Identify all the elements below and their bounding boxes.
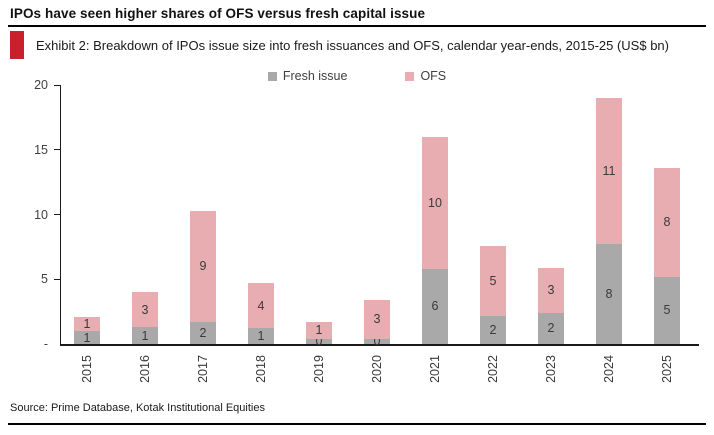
x-axis-category-label: 2021 — [428, 355, 442, 383]
bar-value-label: 1 — [141, 328, 149, 343]
exhibit-caption-row: Exhibit 2: Breakdown of IPOs issue size … — [10, 31, 669, 59]
ofs-bar-segment — [422, 136, 448, 269]
bar-value-label: 1 — [83, 330, 91, 345]
ofs-bar-segment — [364, 299, 390, 339]
ofs-bar-segment — [596, 97, 622, 245]
bar-value-label: 6 — [431, 299, 439, 314]
exhibit-caption: Exhibit 2: Breakdown of IPOs issue size … — [36, 37, 669, 53]
x-axis-category-label: 2022 — [486, 355, 500, 383]
bar-value-label: 1 — [83, 316, 91, 331]
fresh-issue-bar-segment — [596, 244, 622, 344]
bar-value-label: 9 — [199, 259, 207, 274]
legend-item-ofs: OFS — [405, 69, 446, 83]
legend-label-ofs: OFS — [420, 69, 447, 83]
x-axis-category-label: 2016 — [138, 355, 152, 383]
exhibit-red-marker — [10, 31, 24, 59]
bar-value-label: 8 — [605, 287, 613, 302]
page-title: IPOs have seen higher shares of OFS vers… — [10, 6, 426, 21]
fresh-issue-bar-segment — [422, 268, 448, 344]
y-axis-line — [60, 85, 61, 344]
y-axis-tick — [54, 149, 60, 151]
bar-value-label: 5 — [489, 273, 497, 288]
ofs-bar-segment — [248, 283, 274, 329]
bar-value-label: 2 — [547, 321, 555, 336]
bottom-divider — [8, 423, 706, 425]
ofs-bar-segment — [132, 292, 158, 328]
x-axis-category-label: 2019 — [312, 355, 326, 383]
fresh-issue-bar-segment — [248, 328, 274, 344]
x-axis-category-label: 2020 — [370, 355, 384, 383]
bar-value-label: 3 — [141, 302, 149, 317]
fresh-issue-bar-segment — [74, 331, 100, 344]
fresh-issue-bar-segment — [190, 321, 216, 344]
legend-item-fresh-issue: Fresh issue — [267, 69, 348, 83]
chart-legend: Fresh issue OFS — [0, 69, 714, 83]
bar-value-label: 8 — [663, 215, 671, 230]
source-note: Source: Prime Database, Kotak Institutio… — [10, 402, 265, 414]
bar-value-label: 5 — [663, 303, 671, 318]
x-axis-category-label: 2024 — [602, 355, 616, 383]
fresh-issue-bar-segment — [132, 327, 158, 344]
legend-label-fresh-issue: Fresh issue — [282, 69, 348, 83]
bar-value-label: 4 — [257, 298, 265, 313]
x-axis-category-label: 2025 — [660, 355, 674, 383]
ofs-swatch-icon — [405, 71, 415, 81]
bar-value-label: 2 — [199, 325, 207, 340]
bar-value-label: 11 — [602, 164, 616, 179]
y-axis-tick — [54, 214, 60, 215]
y-axis-tick — [54, 84, 60, 86]
bar-value-label: 0 — [373, 334, 381, 349]
title-divider — [8, 25, 706, 27]
x-axis-category-label: 2017 — [196, 355, 210, 383]
y-axis-tick-label: 15 — [34, 142, 48, 157]
bar-value-label: 10 — [428, 195, 442, 210]
bar-value-label: 2 — [489, 322, 497, 337]
bar-value-label: 0 — [315, 334, 323, 349]
ofs-bar-segment — [306, 321, 332, 339]
fresh-issue-bar-segment — [480, 315, 506, 344]
y-axis-tick — [54, 278, 60, 280]
y-axis-tick-label: 10 — [34, 207, 48, 222]
ofs-bar-segment — [480, 245, 506, 316]
x-axis-category-label: 2018 — [254, 355, 268, 383]
ofs-bar-segment — [654, 167, 680, 277]
bar-value-label: 3 — [373, 312, 381, 327]
fresh-issue-bar-segment — [364, 338, 390, 344]
y-axis-tick-label: 20 — [34, 78, 48, 92]
ofs-bar-segment — [190, 210, 216, 322]
ofs-bar-segment — [74, 316, 100, 332]
fresh-issue-bar-segment — [538, 312, 564, 344]
x-axis-category-label: 2015 — [80, 355, 94, 383]
fresh-issue-swatch-icon — [267, 71, 277, 81]
bar-value-label: 1 — [257, 329, 265, 344]
bar-value-label: 1 — [315, 323, 323, 338]
y-axis-tick-label: - — [43, 337, 48, 351]
ofs-bar-segment — [538, 267, 564, 313]
x-axis-line — [60, 344, 699, 346]
x-axis-category-label: 2023 — [544, 355, 558, 383]
bar-value-label: 3 — [547, 283, 555, 298]
fresh-issue-bar-segment — [654, 276, 680, 344]
y-axis-tick-label: 5 — [41, 272, 48, 287]
fresh-issue-bar-segment — [306, 338, 332, 344]
